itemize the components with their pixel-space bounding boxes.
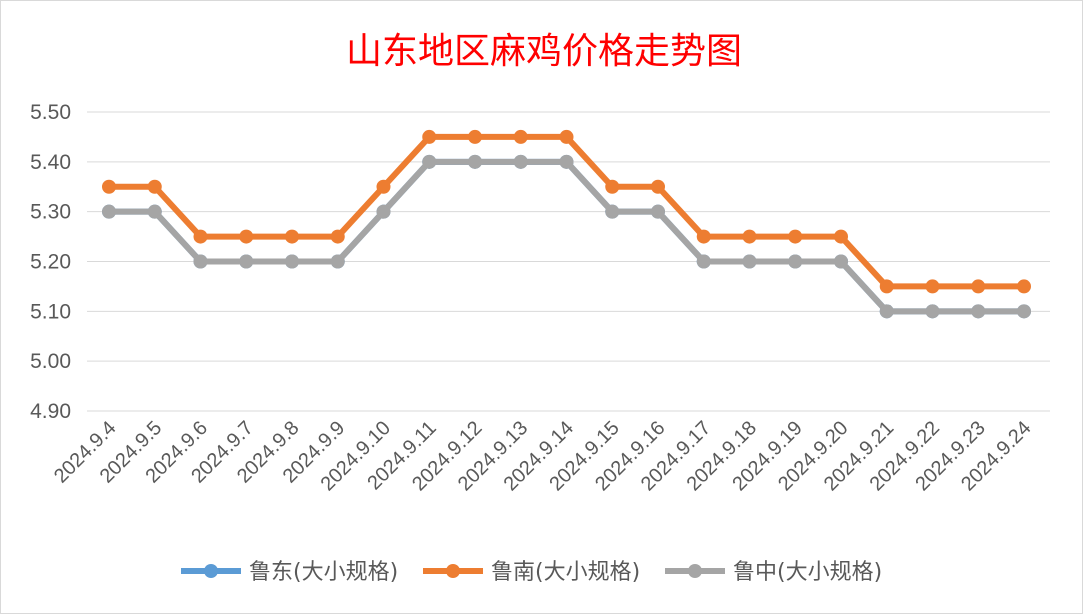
data-point xyxy=(147,179,162,194)
legend-swatch-marker xyxy=(204,564,218,578)
legend-swatch-marker xyxy=(688,564,702,578)
data-point xyxy=(422,129,437,144)
y-tick-label: 5.00 xyxy=(30,350,71,373)
data-point xyxy=(605,179,620,194)
y-tick-label: 5.20 xyxy=(30,251,71,274)
legend-label: 鲁中(大小规格) xyxy=(733,560,882,585)
data-point xyxy=(102,204,116,219)
data-point xyxy=(147,204,162,219)
data-point xyxy=(559,129,574,144)
y-tick-label: 5.30 xyxy=(30,201,71,224)
y-axis-tick-labels: 4.90 5.00 5.10 5.20 5.30 5.40 5.50 xyxy=(30,101,71,423)
legend-item-3: 鲁中(大小规格) xyxy=(665,560,882,585)
x-axis-tick-labels: 2024.9.42024.9.52024.9.62024.9.72024.9.8… xyxy=(50,417,1036,495)
data-point xyxy=(193,229,208,244)
data-point xyxy=(834,229,848,244)
legend-item-1: 鲁东(大小规格) xyxy=(181,560,398,585)
data-point xyxy=(834,254,848,269)
data-point xyxy=(239,254,254,269)
y-tick-label: 5.10 xyxy=(30,300,71,323)
data-point xyxy=(651,204,665,219)
series-3 xyxy=(102,154,1031,319)
legend-swatch-marker xyxy=(446,564,460,578)
y-tick-label: 5.50 xyxy=(30,101,71,124)
data-point xyxy=(696,229,711,244)
data-point xyxy=(376,204,391,219)
data-point xyxy=(971,279,986,294)
series-2 xyxy=(102,129,1031,294)
data-point xyxy=(559,154,574,169)
data-point xyxy=(102,179,116,194)
data-point xyxy=(513,129,528,144)
data-point xyxy=(193,254,208,269)
data-point xyxy=(742,229,757,244)
y-tick-label: 5.40 xyxy=(30,151,71,174)
data-point xyxy=(788,254,803,269)
legend-item-2: 鲁南(大小规格) xyxy=(423,560,640,585)
legend-label: 鲁南(大小规格) xyxy=(491,560,640,585)
data-point xyxy=(788,229,803,244)
data-point xyxy=(285,254,299,269)
data-point xyxy=(925,304,940,319)
data-point xyxy=(696,254,711,269)
data-point xyxy=(330,254,345,269)
series-layer xyxy=(102,129,1031,319)
data-point xyxy=(468,154,482,169)
y-tick-label: 4.90 xyxy=(30,400,71,423)
data-point xyxy=(971,304,986,319)
data-point xyxy=(376,179,391,194)
data-point xyxy=(879,279,894,294)
data-point xyxy=(1017,279,1031,294)
legend-label: 鲁东(大小规格) xyxy=(249,560,398,585)
data-point xyxy=(925,279,940,294)
data-point xyxy=(651,179,665,194)
data-point xyxy=(879,304,894,319)
data-point xyxy=(239,229,254,244)
data-point xyxy=(513,154,528,169)
data-point xyxy=(468,129,482,144)
legend: 鲁东(大小规格) 鲁南(大小规格) 鲁中(大小规格) xyxy=(181,560,882,585)
data-point xyxy=(1017,304,1031,319)
data-point xyxy=(742,254,757,269)
data-point xyxy=(285,229,299,244)
data-point xyxy=(330,229,345,244)
data-point xyxy=(422,154,437,169)
chart-title: 山东地区麻鸡价格走势图 xyxy=(346,31,742,72)
data-point xyxy=(605,204,620,219)
